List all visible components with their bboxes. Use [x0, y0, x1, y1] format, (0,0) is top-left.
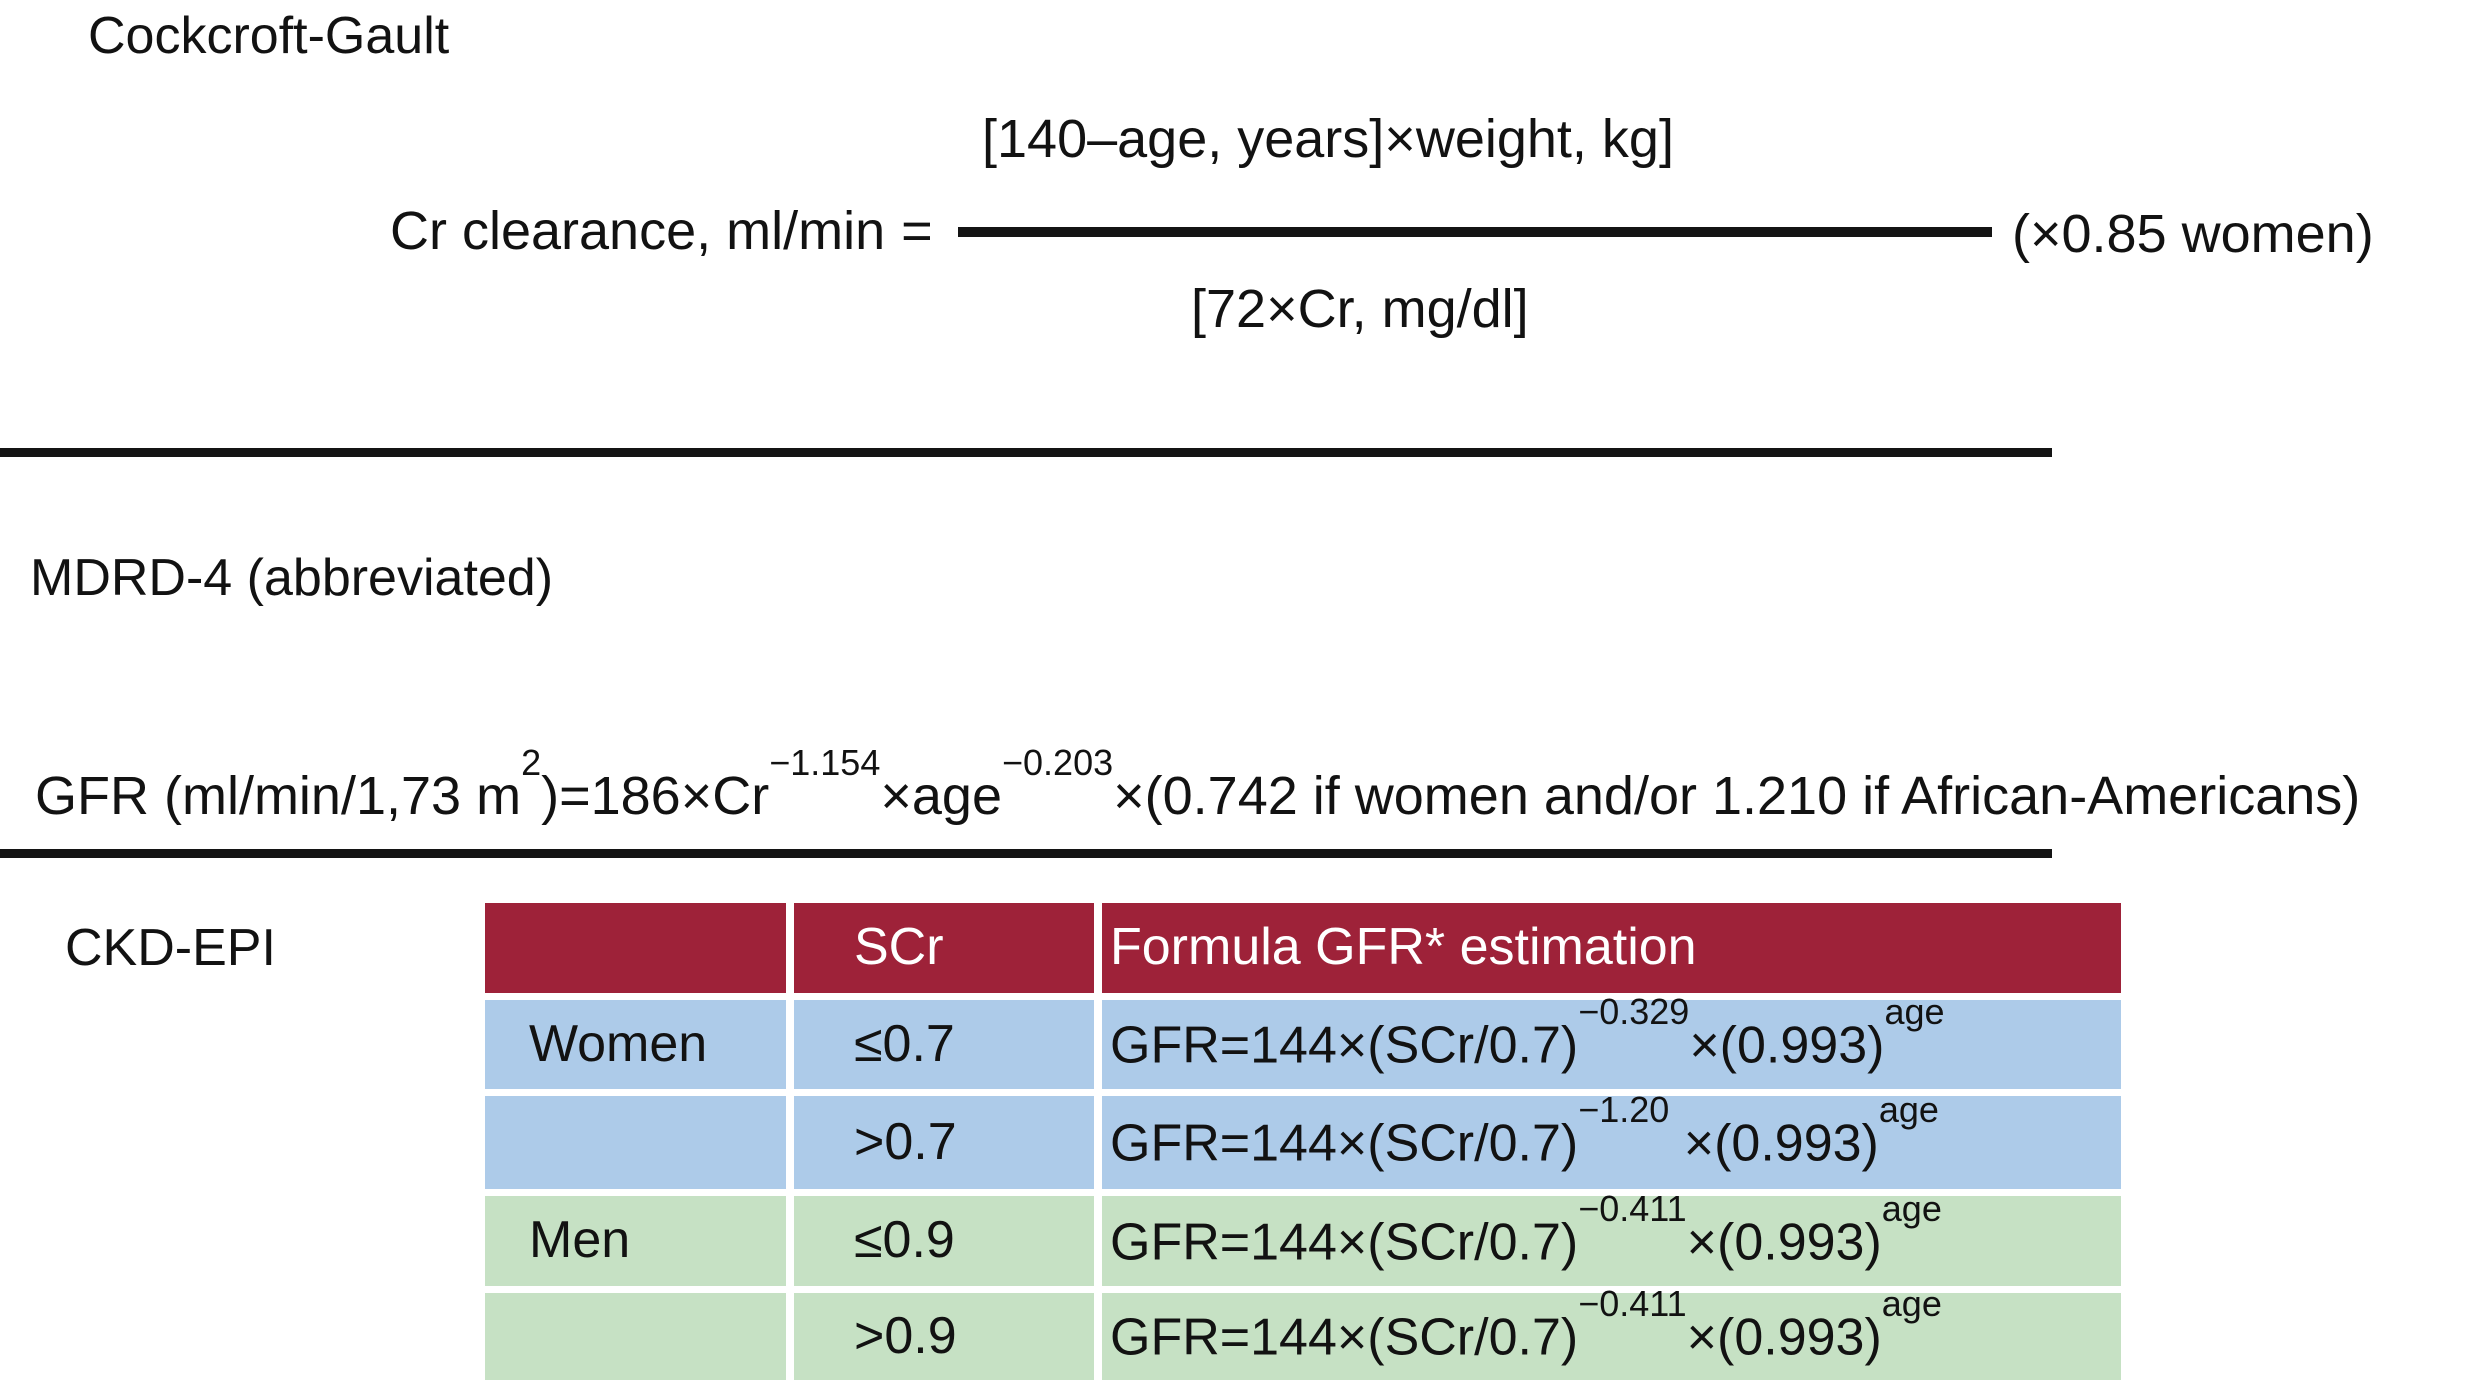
formula-mid: ×(0.993) [1686, 1213, 1882, 1272]
formula-exponent: −1.20 [1578, 1089, 1670, 1131]
mdrd-formula-part: )=186×Cr [541, 766, 770, 826]
cell-formula: GFR=144×(SCr/0.7)−1.20 ×(0.993)age [1102, 1092, 2121, 1189]
formula-age-exponent: age [1881, 1187, 1942, 1229]
cell-formula: GFR=144×(SCr/0.7)−0.411×(0.993)age [1102, 1190, 2121, 1286]
formula-text: GFR=144×(SCr/0.7)−0.411×(0.993)age [1110, 1286, 1942, 1367]
formula-base: GFR=144×(SCr/0.7) [1110, 1308, 1579, 1367]
formula-exponent: −0.411 [1578, 1283, 1687, 1325]
mdrd-heading: MDRD-4 (abbreviated) [30, 549, 554, 607]
mdrd-formula-part: ×(0.742 if women and/or 1.210 if African… [1113, 766, 2361, 826]
cell-scr-value: >0.9 [794, 1293, 1094, 1380]
header-cell-scr: SCr [794, 903, 1094, 993]
ckd-epi-table: SCr Formula GFR* estimation Women ≤0.7 G… [485, 903, 2121, 1380]
formula-base: GFR=144×(SCr/0.7) [1110, 1114, 1579, 1173]
mdrd-exponent-cr: −1.154 [769, 742, 881, 783]
formula-base: GFR=144×(SCr/0.7) [1110, 1016, 1579, 1075]
formula-age-exponent: age [1878, 1089, 1939, 1131]
header-cell-formula: Formula GFR* estimation [1102, 903, 2121, 993]
cell-group-men: Men [485, 1196, 786, 1286]
cr-clearance-label: Cr clearance, ml/min [390, 201, 886, 261]
formula-age-exponent: age [1884, 991, 1945, 1033]
cell-group-women: Women [485, 1000, 786, 1089]
fraction-denominator: [72×Cr, mg/dl] [1191, 279, 1529, 339]
formula-text: GFR=144×(SCr/0.7)−0.411×(0.993)age [1110, 1190, 1942, 1272]
mdrd-exponent-m2: 2 [521, 742, 542, 783]
cr-clearance-lhs: Cr clearance, ml/min = [390, 200, 933, 262]
fraction-bar [958, 227, 1992, 237]
women-factor-note: (×0.85 women) [2012, 204, 2374, 264]
cockcroft-gault-heading: Cockcroft-Gault [88, 7, 450, 65]
cell-formula: GFR=144×(SCr/0.7)−0.411×(0.993)age [1102, 1286, 2121, 1380]
mdrd-formula-part: GFR (ml/min/1,73 m [35, 766, 522, 826]
cell-group-empty [485, 1096, 786, 1189]
formula-mid: ×(0.993) [1686, 1308, 1882, 1367]
cell-scr-value: ≤0.7 [794, 1000, 1094, 1089]
cell-scr-value: >0.7 [794, 1096, 1094, 1189]
formula-text: GFR=144×(SCr/0.7)−1.20 ×(0.993)age [1110, 1092, 1939, 1173]
ckd-epi-heading: CKD-EPI [65, 919, 276, 977]
fraction-numerator: [140–age, years]×weight, kg] [982, 109, 1674, 169]
section-divider-top [0, 448, 2052, 457]
section-divider-bottom [0, 849, 2052, 858]
header-cell-empty [485, 903, 786, 993]
formula-base: GFR=144×(SCr/0.7) [1110, 1213, 1579, 1272]
formula-mid: ×(0.993) [1669, 1114, 1879, 1173]
formula-exponent: −0.411 [1578, 1187, 1687, 1229]
cell-scr-value: ≤0.9 [794, 1196, 1094, 1286]
equals-sign: = [901, 201, 933, 261]
mdrd-exponent-age: −0.203 [1002, 742, 1114, 783]
formula-exponent: −0.329 [1578, 991, 1690, 1033]
formula-text: GFR=144×(SCr/0.7)−0.329×(0.993)age [1110, 994, 1945, 1075]
formula-mid: ×(0.993) [1689, 1016, 1885, 1075]
cell-formula: GFR=144×(SCr/0.7)−0.329×(0.993)age [1102, 994, 2121, 1089]
mdrd-formula-part: ×age [880, 766, 1002, 826]
formula-age-exponent: age [1881, 1283, 1942, 1325]
cell-group-empty [485, 1293, 786, 1380]
mdrd-formula: GFR (ml/min/1,73 m2)=186×Cr−1.154×age−0.… [35, 745, 2361, 827]
